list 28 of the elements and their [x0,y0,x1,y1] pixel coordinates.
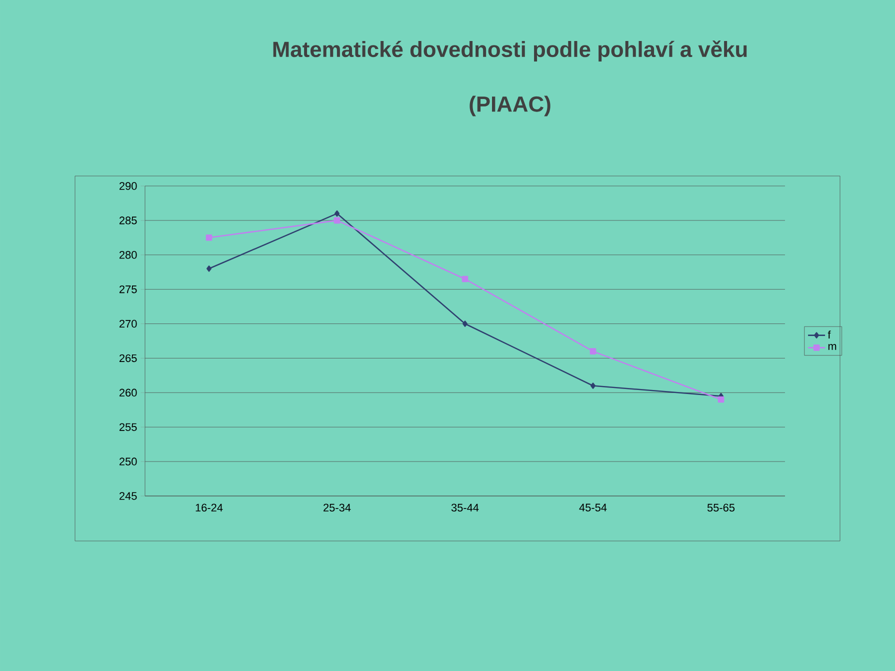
point [590,348,596,354]
y-tick-label: 245 [120,492,137,500]
point [334,210,340,217]
chart-subtitle: (PIAAC) [470,96,550,116]
y-tick-label: 265 [120,354,137,362]
chart-title: Matematické dovednosti podle pohlaví a věku [273,40,747,62]
x-tick-label: 16-24 [196,504,223,512]
point [462,320,468,327]
y-tick-label: 290 [120,182,137,190]
y-tick-label: 285 [120,216,137,224]
point [206,266,212,272]
point [334,217,340,224]
point [206,234,212,241]
x-tick-label: 25-34 [324,504,351,512]
point [462,276,468,282]
y-tick-label: 275 [120,285,137,294]
x-tick-label: 35-44 [451,504,479,512]
legend-label: m [828,344,836,350]
y-tick-label: 260 [120,388,137,397]
y-tick-label: 280 [120,251,137,259]
y-tick-label: 250 [120,458,137,466]
x-tick-label: 55-65 [707,504,735,512]
legend-label: f [828,330,831,339]
point [590,382,596,389]
y-tick-label: 270 [120,320,137,328]
point [718,396,724,403]
y-tick-label: 255 [120,423,137,431]
x-tick-label: 45-54 [579,504,607,512]
